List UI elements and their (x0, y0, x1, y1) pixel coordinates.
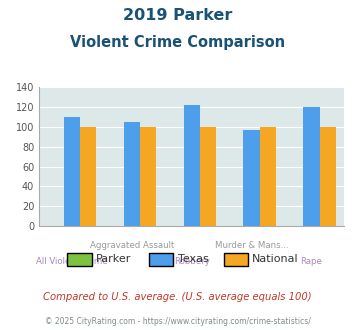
Text: All Violent Crime: All Violent Crime (36, 257, 108, 266)
Bar (64, 117, 80, 226)
Text: 2019 Parker: 2019 Parker (123, 8, 232, 23)
Text: Murder & Mans...: Murder & Mans... (215, 241, 288, 250)
Text: Parker: Parker (96, 254, 131, 264)
Bar (303, 107, 320, 226)
Bar (140, 127, 156, 226)
Bar (244, 130, 260, 226)
Text: Robbery: Robbery (174, 257, 210, 266)
Bar (124, 122, 140, 226)
Text: Aggravated Assault: Aggravated Assault (90, 241, 174, 250)
Bar (260, 127, 276, 226)
Text: Compared to U.S. average. (U.S. average equals 100): Compared to U.S. average. (U.S. average … (43, 292, 312, 302)
Bar (200, 127, 216, 226)
Bar (320, 127, 336, 226)
Text: Violent Crime Comparison: Violent Crime Comparison (70, 35, 285, 50)
Text: Texas: Texas (178, 254, 208, 264)
Bar (184, 105, 200, 226)
Text: National: National (252, 254, 299, 264)
Text: © 2025 CityRating.com - https://www.cityrating.com/crime-statistics/: © 2025 CityRating.com - https://www.city… (45, 317, 310, 326)
Text: Rape: Rape (300, 257, 322, 266)
Bar (80, 127, 96, 226)
